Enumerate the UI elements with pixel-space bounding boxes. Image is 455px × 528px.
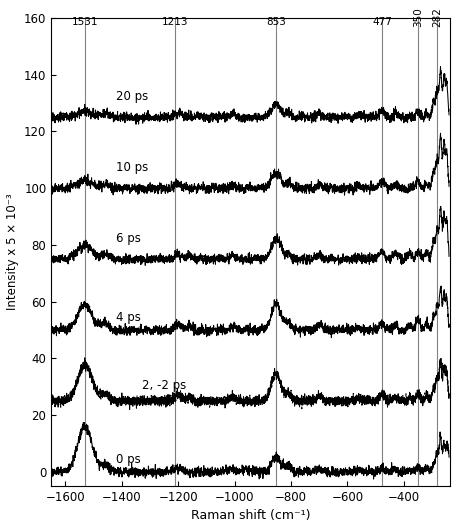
Text: 477: 477 bbox=[371, 16, 391, 26]
Text: 10 ps: 10 ps bbox=[116, 161, 148, 174]
Text: 2, -2 ps: 2, -2 ps bbox=[142, 380, 186, 392]
Text: 1213: 1213 bbox=[161, 16, 187, 26]
Text: 350: 350 bbox=[412, 7, 422, 26]
Text: 4 ps: 4 ps bbox=[116, 312, 141, 324]
Text: 6 ps: 6 ps bbox=[116, 232, 141, 245]
Text: 20 ps: 20 ps bbox=[116, 90, 148, 103]
Text: 282: 282 bbox=[431, 7, 441, 26]
Text: 1531: 1531 bbox=[71, 16, 98, 26]
X-axis label: Raman shift (cm⁻¹): Raman shift (cm⁻¹) bbox=[191, 510, 310, 522]
Y-axis label: Intensity x 5 × 10⁻³: Intensity x 5 × 10⁻³ bbox=[5, 194, 19, 310]
Text: 0 ps: 0 ps bbox=[116, 453, 141, 466]
Text: 853: 853 bbox=[266, 16, 285, 26]
